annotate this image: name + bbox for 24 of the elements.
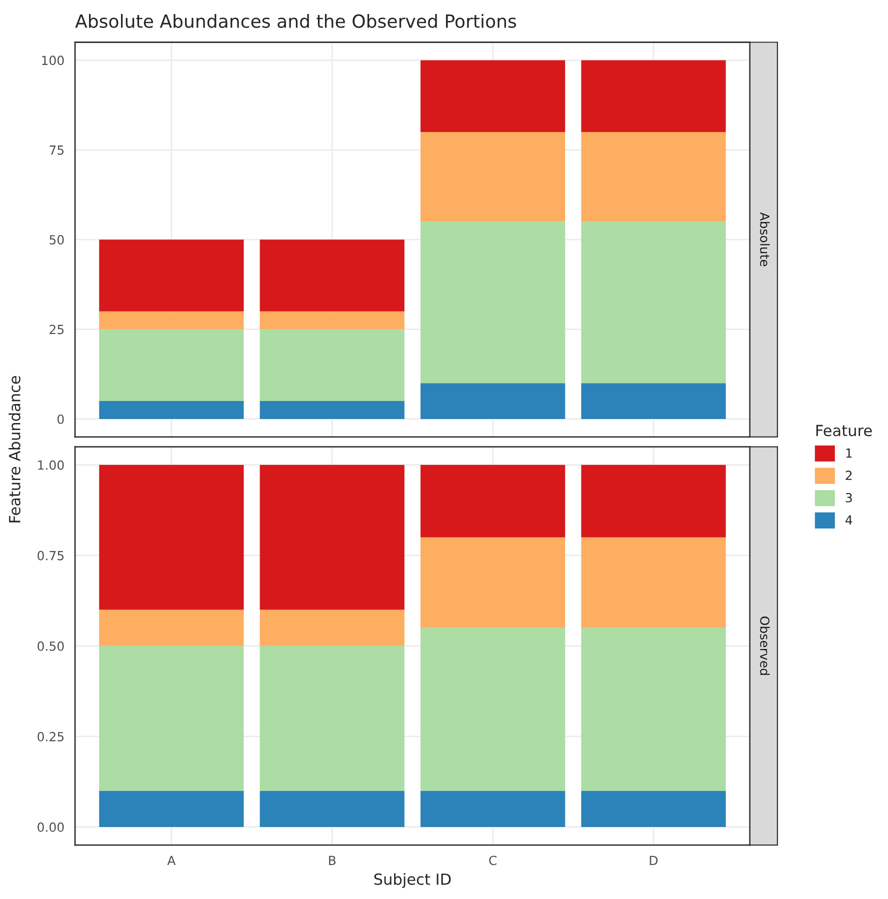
chart-title: Absolute Abundances and the Observed Portions bbox=[75, 14, 516, 28]
x-axis-title: Subject ID bbox=[374, 873, 451, 888]
y-tick-label: 0.25 bbox=[38, 732, 64, 742]
x-tick-label: D bbox=[650, 856, 658, 865]
legend-label: 2 bbox=[846, 470, 852, 480]
legend-label: 3 bbox=[846, 492, 852, 502]
legend-title: Feature bbox=[816, 424, 872, 436]
y-tick-label: 0.50 bbox=[38, 641, 64, 651]
y-tick-label: 75 bbox=[50, 146, 64, 155]
y-tick-label: 0 bbox=[57, 414, 64, 424]
y-tick-label: 50 bbox=[50, 235, 64, 245]
legend-label: 4 bbox=[846, 515, 852, 525]
x-tick-label: A bbox=[167, 856, 176, 865]
x-tick-label: C bbox=[489, 856, 497, 866]
legend-label: 1 bbox=[846, 448, 852, 458]
text: Absolute bbox=[760, 212, 770, 266]
y-tick-label: 100 bbox=[42, 56, 64, 66]
y-tick-label: 0.00 bbox=[38, 822, 64, 832]
y-axis-title: Feature Abundance bbox=[8, 376, 20, 522]
y-tick-label: 0.75 bbox=[38, 550, 64, 560]
text: Observed bbox=[760, 616, 770, 675]
y-tick-label: 25 bbox=[50, 324, 64, 334]
x-tick-label: B bbox=[329, 856, 336, 865]
y-tick-label: 1.00 bbox=[38, 460, 64, 470]
